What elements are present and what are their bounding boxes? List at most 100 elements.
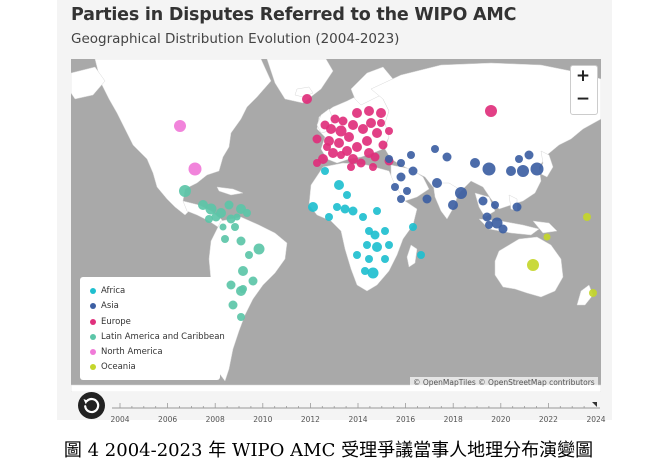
bubble-europe[interactable] xyxy=(377,119,385,127)
bubble-latin-america[interactable] xyxy=(237,313,245,321)
bubble-latin-america[interactable] xyxy=(220,224,227,231)
bubble-europe[interactable] xyxy=(348,154,358,164)
bubble-europe[interactable] xyxy=(347,163,355,171)
bubble-africa[interactable] xyxy=(372,242,382,252)
bubble-europe[interactable] xyxy=(371,153,380,162)
bubble-africa[interactable] xyxy=(373,207,381,215)
bubble-latin-america[interactable] xyxy=(254,244,265,255)
zoom-out-button[interactable]: − xyxy=(572,89,594,111)
bubble-latin-america[interactable] xyxy=(221,235,229,243)
bubble-africa[interactable] xyxy=(365,255,373,263)
bubble-asia[interactable] xyxy=(443,153,452,162)
bubble-oceania[interactable] xyxy=(544,234,551,241)
bubble-asia[interactable] xyxy=(517,165,529,177)
bubble-latin-america[interactable] xyxy=(225,201,234,210)
bubble-africa[interactable] xyxy=(381,227,389,235)
year-timeline[interactable] xyxy=(112,398,600,410)
bubble-africa[interactable] xyxy=(409,223,417,231)
bubble-europe[interactable] xyxy=(331,115,340,124)
bubble-europe[interactable] xyxy=(348,120,358,130)
bubble-oceania[interactable] xyxy=(527,259,539,271)
bubble-europe[interactable] xyxy=(302,94,312,104)
bubble-africa[interactable] xyxy=(343,191,351,199)
bubble-europe[interactable] xyxy=(369,163,377,171)
bubble-europe[interactable] xyxy=(321,121,330,130)
replay-button[interactable] xyxy=(78,392,105,419)
bubble-europe[interactable] xyxy=(385,127,393,135)
bubble-north-america[interactable] xyxy=(189,163,202,176)
bubble-asia[interactable] xyxy=(483,213,492,222)
bubble-asia[interactable] xyxy=(491,201,499,209)
bubble-africa[interactable] xyxy=(385,241,393,249)
bubble-asia[interactable] xyxy=(515,155,523,163)
bubble-latin-america[interactable] xyxy=(212,213,221,222)
bubble-europe[interactable] xyxy=(352,108,362,118)
bubble-asia[interactable] xyxy=(525,151,534,160)
zoom-in-button[interactable]: + xyxy=(572,66,594,88)
bubble-europe[interactable] xyxy=(323,143,331,151)
bubble-north-america[interactable] xyxy=(174,120,186,132)
bubble-europe[interactable] xyxy=(376,108,386,118)
bubble-asia[interactable] xyxy=(423,195,432,204)
bubble-asia[interactable] xyxy=(531,163,544,176)
bubble-europe[interactable] xyxy=(364,106,374,116)
bubble-africa[interactable] xyxy=(365,227,373,235)
bubble-europe[interactable] xyxy=(358,124,368,134)
bubble-africa[interactable] xyxy=(417,251,425,259)
bubble-latin-america[interactable] xyxy=(243,209,251,217)
bubble-africa[interactable] xyxy=(325,213,333,221)
bubble-africa[interactable] xyxy=(359,213,367,221)
bubble-europe[interactable] xyxy=(379,141,388,150)
bubble-africa[interactable] xyxy=(381,255,389,263)
bubble-latin-america[interactable] xyxy=(179,185,191,197)
bubble-europe[interactable] xyxy=(344,132,354,142)
bubble-europe[interactable] xyxy=(357,159,366,168)
bubble-oceania[interactable] xyxy=(583,213,591,221)
bubble-asia[interactable] xyxy=(397,195,405,203)
bubble-latin-america[interactable] xyxy=(231,223,239,231)
bubble-asia[interactable] xyxy=(391,183,399,191)
bubble-europe[interactable] xyxy=(372,128,382,138)
bubble-asia[interactable] xyxy=(499,225,508,234)
bubble-africa[interactable] xyxy=(308,202,318,212)
bubble-asia[interactable] xyxy=(470,158,480,168)
bubble-africa[interactable] xyxy=(363,241,371,249)
bubble-asia[interactable] xyxy=(448,200,458,210)
bubble-africa[interactable] xyxy=(321,167,329,175)
bubble-europe[interactable] xyxy=(366,118,376,128)
bubble-africa[interactable] xyxy=(341,205,350,214)
bubble-europe[interactable] xyxy=(352,142,362,152)
bubble-asia[interactable] xyxy=(397,159,405,167)
bubble-europe[interactable] xyxy=(337,151,345,159)
bubble-asia[interactable] xyxy=(403,187,411,195)
bubble-asia[interactable] xyxy=(485,221,493,229)
bubble-europe[interactable] xyxy=(334,138,344,148)
timeline-handle[interactable] xyxy=(592,402,597,407)
bubble-latin-america[interactable] xyxy=(229,301,238,310)
bubble-africa[interactable] xyxy=(349,207,358,216)
bubble-asia[interactable] xyxy=(397,173,406,182)
bubble-latin-america[interactable] xyxy=(239,285,247,293)
bubble-africa[interactable] xyxy=(368,268,379,279)
bubble-asia[interactable] xyxy=(432,178,442,188)
bubble-asia[interactable] xyxy=(407,151,415,159)
bubble-latin-america[interactable] xyxy=(234,214,241,221)
bubble-africa[interactable] xyxy=(333,203,341,211)
bubble-europe[interactable] xyxy=(313,135,322,144)
bubble-oceania[interactable] xyxy=(589,289,597,297)
bubble-latin-america[interactable] xyxy=(249,277,258,286)
bubble-europe[interactable] xyxy=(339,117,348,126)
bubble-europe[interactable] xyxy=(485,105,497,117)
bubble-latin-america[interactable] xyxy=(238,266,248,276)
bubble-latin-america[interactable] xyxy=(237,237,246,246)
bubble-latin-america[interactable] xyxy=(227,281,236,290)
bubble-asia[interactable] xyxy=(479,197,488,206)
bubble-asia[interactable] xyxy=(483,163,496,176)
bubble-asia[interactable] xyxy=(513,203,522,212)
bubble-africa[interactable] xyxy=(334,180,344,190)
bubble-latin-america[interactable] xyxy=(245,251,253,259)
bubble-asia[interactable] xyxy=(385,155,393,163)
bubble-africa[interactable] xyxy=(353,251,361,259)
bubble-asia[interactable] xyxy=(409,167,418,176)
bubble-asia[interactable] xyxy=(455,187,467,199)
